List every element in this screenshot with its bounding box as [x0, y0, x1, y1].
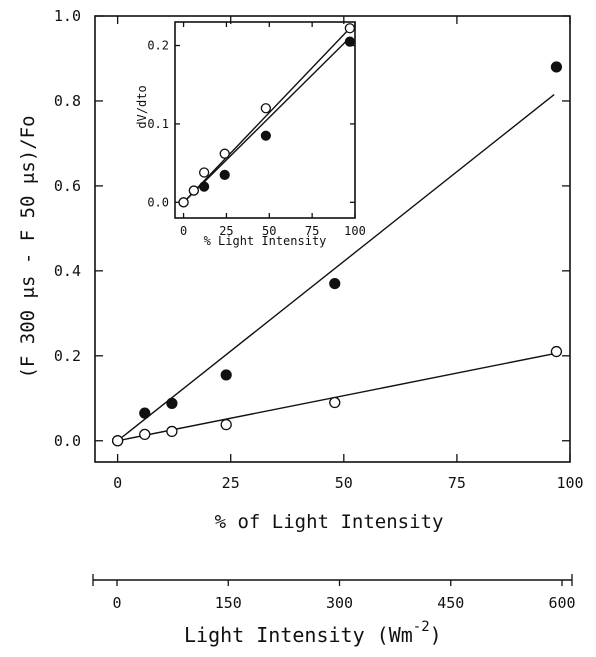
main-filled-point [329, 278, 341, 290]
secondary-axis-label-main: Light Intensity (Wm [184, 623, 413, 647]
secondary-axis-tick-label: 450 [437, 594, 464, 612]
inset-x-tick-labels: 0 25 50 75 100 [180, 224, 366, 238]
main-y-tick-label: 0.0 [54, 432, 81, 450]
main-open-point [139, 428, 151, 441]
main-x-tick-label: 50 [335, 474, 353, 492]
inset-plot-frame [174, 21, 356, 219]
inset-x-ticks [182, 22, 356, 218]
inset-open-point [260, 103, 272, 114]
inset-open-point [219, 148, 230, 159]
secondary-axis-label: Light Intensity (Wm-2) [184, 619, 442, 647]
inset-x-tick-label: 100 [344, 224, 366, 238]
secondary-axis-tick-label: 600 [548, 594, 575, 612]
main-x-ticks [116, 16, 571, 462]
main-open-point [220, 418, 232, 431]
main-x-axis-label: % of Light Intensity [215, 511, 444, 533]
inset-y-tick-labels: 0.0 0.1 0.2 [147, 39, 169, 210]
main-x-tick-label: 0 [113, 474, 122, 492]
main-x-tick-label: 100 [556, 474, 583, 492]
inset-x-tick-label: 75 [305, 224, 319, 238]
inset-open-point [344, 23, 356, 34]
main-y-tick-labels: 0.0 0.2 0.4 0.6 0.8 1.0 [54, 7, 81, 450]
inset-open-point [178, 197, 189, 208]
main-y-ticks [95, 15, 570, 442]
inset-filled-point [219, 169, 230, 180]
inset-open-point [198, 167, 210, 178]
secondary-axis-ticks [92, 574, 573, 586]
inset-fit-line [183, 37, 351, 203]
inset-x-axis-label: % Light Intensity [204, 234, 327, 248]
main-x-tick-labels: 0 25 50 75 100 [113, 474, 583, 492]
inset-filled-point [199, 181, 210, 192]
main-data-points [111, 61, 563, 447]
inset-y-tick-label: 0.2 [147, 39, 169, 53]
secondary-axis-tick-label: 300 [326, 594, 353, 612]
main-x-tick-label: 75 [448, 474, 466, 492]
main-y-tick-label: 0.4 [54, 262, 81, 280]
inset-fit-line [183, 27, 351, 203]
main-fit-line [117, 94, 555, 442]
inset-data-points [178, 23, 356, 208]
main-open-point [111, 435, 124, 447]
inset-x-tick-label: 0 [180, 224, 187, 238]
main-filled-point [139, 407, 151, 419]
main-y-tick-label: 0.6 [54, 177, 81, 195]
main-y-tick-label: 0.8 [54, 92, 81, 110]
main-plot-frame [94, 15, 571, 463]
main-y-axis-label: (F 300 μs - F 50 μs)/Fo [17, 115, 39, 378]
main-filled-point [220, 369, 232, 381]
inset-x-tick-label: 50 [262, 224, 276, 238]
main-filled-point [550, 61, 563, 73]
inset-filled-point [260, 130, 271, 141]
inset-fit-lines [183, 27, 351, 203]
main-x-tick-label: 25 [222, 474, 240, 492]
inset-filled-point [344, 36, 355, 47]
main-open-point [329, 396, 341, 409]
inset-y-ticks [175, 44, 355, 203]
inset-y-axis-label: dV/dto [135, 85, 149, 128]
secondary-axis-label-superscript: -2 [413, 619, 430, 635]
secondary-axis-tick-label: 150 [215, 594, 242, 612]
secondary-axis-label-suffix: ) [430, 623, 442, 647]
inset-x-tick-label: 25 [219, 224, 233, 238]
main-fit-lines [117, 94, 555, 442]
main-y-tick-label: 0.2 [54, 347, 81, 365]
secondary-axis-tick-labels: 0 150 300 450 600 [112, 594, 575, 612]
main-filled-point [166, 397, 178, 409]
inset-open-point [188, 185, 200, 196]
secondary-axis-tick-label: 0 [112, 594, 121, 612]
main-y-tick-label: 1.0 [54, 7, 81, 25]
inset-y-tick-label: 0.1 [147, 117, 169, 131]
main-open-point [166, 425, 178, 438]
inset-y-tick-label: 0.0 [147, 195, 169, 209]
main-open-point [550, 345, 563, 358]
